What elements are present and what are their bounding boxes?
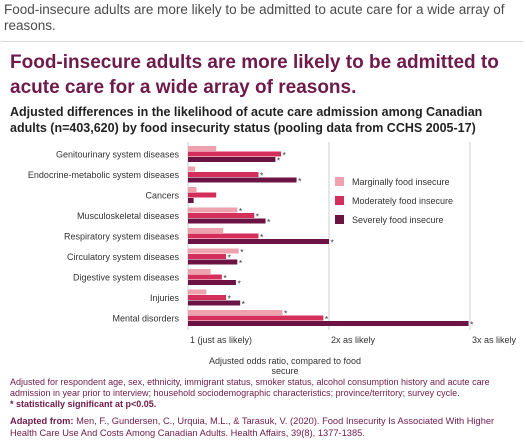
significance-star: * — [240, 247, 244, 257]
bar-moderate — [188, 274, 222, 280]
significance-star: * — [277, 156, 281, 166]
legend-label-moderate: Moderately food insecure — [352, 195, 454, 206]
category-label: Genitourinary system diseases — [56, 150, 180, 160]
significance-star: * — [228, 253, 232, 263]
significance-star: * — [267, 217, 271, 227]
legend-item-marginal: Marginally food insecure — [335, 172, 453, 191]
legend-label-severe: Severely food insecure — [352, 214, 444, 225]
significance-star: * — [237, 279, 241, 289]
significance-star: * — [298, 176, 302, 186]
category-label: Respiratory system diseases — [64, 232, 180, 242]
footnote: Adjusted for respondent age, sex, ethnic… — [10, 377, 516, 410]
bar-marginal — [188, 269, 211, 274]
legend-swatch-moderate — [335, 196, 344, 205]
bar-chart: 1 (just as likely) 2x as likely 3x as like… — [28, 142, 517, 345]
category-label: Circulatory system diseases — [67, 252, 180, 262]
significance-star: * — [331, 238, 335, 248]
bar-marginal — [188, 228, 224, 233]
caption: Food-insecure adults are more likely to … — [4, 2, 505, 33]
bar-marginal — [188, 166, 196, 172]
bar-moderate — [188, 295, 227, 300]
bar-marginal — [188, 187, 197, 192]
bar-marginal — [188, 248, 239, 254]
significance-star: * — [260, 171, 264, 181]
significance-star: * — [284, 309, 288, 319]
bar-moderate — [188, 254, 227, 259]
legend: Marginally food insecure Moderately food… — [335, 172, 453, 229]
significance-star: * — [242, 299, 246, 309]
significance-star: * — [228, 294, 232, 304]
bar-severe — [188, 177, 297, 183]
significance-star: * — [283, 150, 287, 160]
bar-moderate — [188, 213, 255, 218]
bar-marginal — [188, 207, 238, 213]
significance-star: * — [223, 273, 227, 283]
significance-note: * statistically significant at p<0.05. — [10, 399, 157, 409]
bar-severe — [188, 321, 469, 326]
bar-severe — [188, 239, 329, 244]
x-tick-label-2: 3x as likely — [472, 335, 517, 345]
bar-moderate — [188, 172, 259, 177]
significance-star: * — [256, 212, 260, 222]
bar-moderate — [188, 192, 217, 198]
bar-marginal — [188, 289, 207, 295]
significance-star: * — [239, 258, 243, 268]
significance-star: * — [325, 314, 329, 324]
category-label: Musculoskeletal diseases — [77, 211, 180, 221]
bar-severe — [188, 259, 238, 265]
source-label: Adapted from: — [10, 416, 74, 426]
bar-severe — [188, 157, 276, 162]
bar-severe — [188, 300, 241, 306]
footnote-text: Adjusted for respondent age, sex, ethnic… — [10, 377, 490, 398]
category-label: Digestive system diseases — [73, 273, 180, 283]
legend-swatch-marginal — [335, 177, 344, 186]
category-label: Mental disorders — [112, 314, 179, 324]
bar-marginal — [188, 310, 283, 315]
legend-item-moderate: Moderately food insecure — [335, 191, 453, 210]
x-tick-label-1: 2x as likely — [331, 335, 376, 345]
bar-moderate — [188, 151, 282, 157]
bar-severe — [188, 218, 266, 224]
source-citation: Adapted from: Men, F., Gundersen, C., Ur… — [10, 415, 516, 439]
legend-swatch-severe — [335, 215, 344, 224]
legend-label-marginal: Marginally food insecure — [352, 176, 450, 187]
legend-item-severe: Severely food insecure — [335, 210, 453, 229]
chart-subtitle: Adjusted differences in the likelihood o… — [10, 105, 483, 135]
bar-moderate — [188, 233, 259, 239]
category-label: Injuries — [150, 293, 180, 303]
bar-marginal — [188, 146, 217, 151]
significance-star: * — [470, 320, 474, 330]
x-axis-title: Adjusted odds ratio, compared to food se… — [208, 356, 362, 376]
significance-star: * — [239, 206, 243, 216]
x-tick-label-0: 1 (just as likely) — [190, 335, 252, 345]
category-label: Endocrine-metabolic system diseases — [28, 170, 180, 180]
bar-moderate — [188, 315, 324, 321]
significance-star: * — [260, 232, 264, 242]
source-text: Men, F., Gundersen, C., Urquia, M.L., & … — [10, 416, 495, 438]
headline: Food-insecure adults are more likely to … — [10, 52, 499, 98]
category-label: Cancers — [145, 191, 179, 201]
bar-severe — [188, 198, 194, 203]
bar-severe — [188, 280, 236, 285]
